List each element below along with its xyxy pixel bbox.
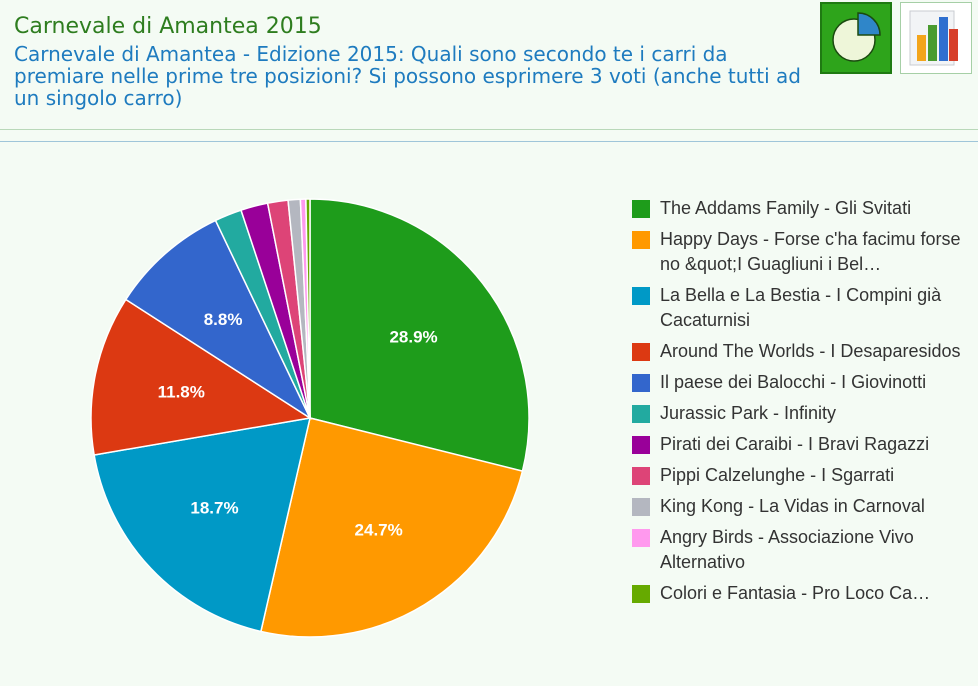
- legend-swatch: [632, 498, 650, 516]
- pie-chart-icon: [832, 12, 881, 62]
- legend-swatch: [632, 231, 650, 249]
- header: Carnevale di Amantea 2015 Carnevale di A…: [0, 0, 978, 142]
- legend-swatch: [632, 405, 650, 423]
- legend-label: Il paese dei Balocchi - I Giovinotti: [660, 372, 927, 392]
- pie-chart-button[interactable]: [820, 2, 892, 74]
- legend-item[interactable]: Pirati dei Caraibi - I Bravi Ragazzi: [632, 432, 972, 457]
- legend-label: Pippi Calzelunghe - I Sgarrati: [660, 465, 895, 485]
- pie-slice[interactable]: [309, 198, 530, 473]
- legend-swatch: [632, 529, 650, 547]
- page-title: Carnevale di Amantea 2015: [14, 14, 322, 39]
- pie-slice[interactable]: [124, 219, 312, 421]
- legend-label: Happy Days - Forse c'ha facimu forse no …: [660, 229, 961, 274]
- pie-slice[interactable]: [305, 198, 311, 419]
- legend-label: King Kong - La Vidas in Carnoval: [660, 496, 925, 516]
- pie-slice[interactable]: [259, 417, 524, 638]
- legend-item[interactable]: Angry Birds - Associazione Vivo Alternat…: [632, 525, 972, 575]
- slice-percent-label: 18.7%: [190, 499, 238, 518]
- legend-item[interactable]: Around The Worlds - I Desaparesidos: [632, 339, 972, 364]
- bar-chart-icon: [909, 10, 958, 66]
- legend-swatch: [632, 343, 650, 361]
- legend-item[interactable]: La Bella e La Bestia - I Compini già Cac…: [632, 283, 972, 333]
- legend-label: Angry Birds - Associazione Vivo Alternat…: [660, 527, 914, 572]
- header-divider: [0, 129, 978, 130]
- legend-item[interactable]: Jurassic Park - Infinity: [632, 401, 972, 426]
- slice-percent-label: 24.7%: [355, 521, 403, 540]
- legend-swatch: [632, 374, 650, 392]
- legend-swatch: [632, 287, 650, 305]
- slice-percent-label: 8.8%: [204, 310, 243, 329]
- header-divider-secondary: [0, 141, 978, 142]
- slice-percent-label: 28.9%: [389, 328, 437, 347]
- legend-swatch: [632, 585, 650, 603]
- pie-slice[interactable]: [93, 417, 311, 633]
- legend-item[interactable]: Happy Days - Forse c'ha facimu forse no …: [632, 227, 972, 277]
- bar-chart-button[interactable]: [900, 2, 972, 74]
- legend-item[interactable]: Il paese dei Balocchi - I Giovinotti: [632, 370, 972, 395]
- legend-label: Colori e Fantasia - Pro Loco Ca…: [660, 583, 931, 603]
- pie-chart: 28.9% 24.7% 18.7% 11.8% 8.8%: [90, 198, 530, 638]
- legend-swatch: [632, 200, 650, 218]
- legend-swatch: [632, 467, 650, 485]
- legend-item[interactable]: The Addams Family - Gli Svitati: [632, 196, 972, 221]
- pie-slice[interactable]: [90, 298, 313, 456]
- legend-swatch: [632, 436, 650, 454]
- legend-label: Around The Worlds - I Desaparesidos: [660, 341, 961, 361]
- slice-percent-label: 11.8%: [158, 382, 205, 401]
- chart-legend: The Addams Family - Gli Svitati Happy Day…: [632, 196, 972, 612]
- poll-question: Carnevale di Amantea - Edizione 2015: Qu…: [14, 42, 801, 110]
- legend-label: The Addams Family - Gli Svitati: [660, 198, 912, 218]
- legend-label: Jurassic Park - Infinity: [660, 403, 837, 423]
- legend-item[interactable]: Pippi Calzelunghe - I Sgarrati: [632, 463, 972, 488]
- legend-item[interactable]: King Kong - La Vidas in Carnoval: [632, 494, 972, 519]
- legend-label: Pirati dei Caraibi - I Bravi Ragazzi: [660, 434, 930, 454]
- legend-label: La Bella e La Bestia - I Compini già Cac…: [660, 285, 942, 330]
- legend-item[interactable]: Colori e Fantasia - Pro Loco Ca…: [632, 581, 972, 606]
